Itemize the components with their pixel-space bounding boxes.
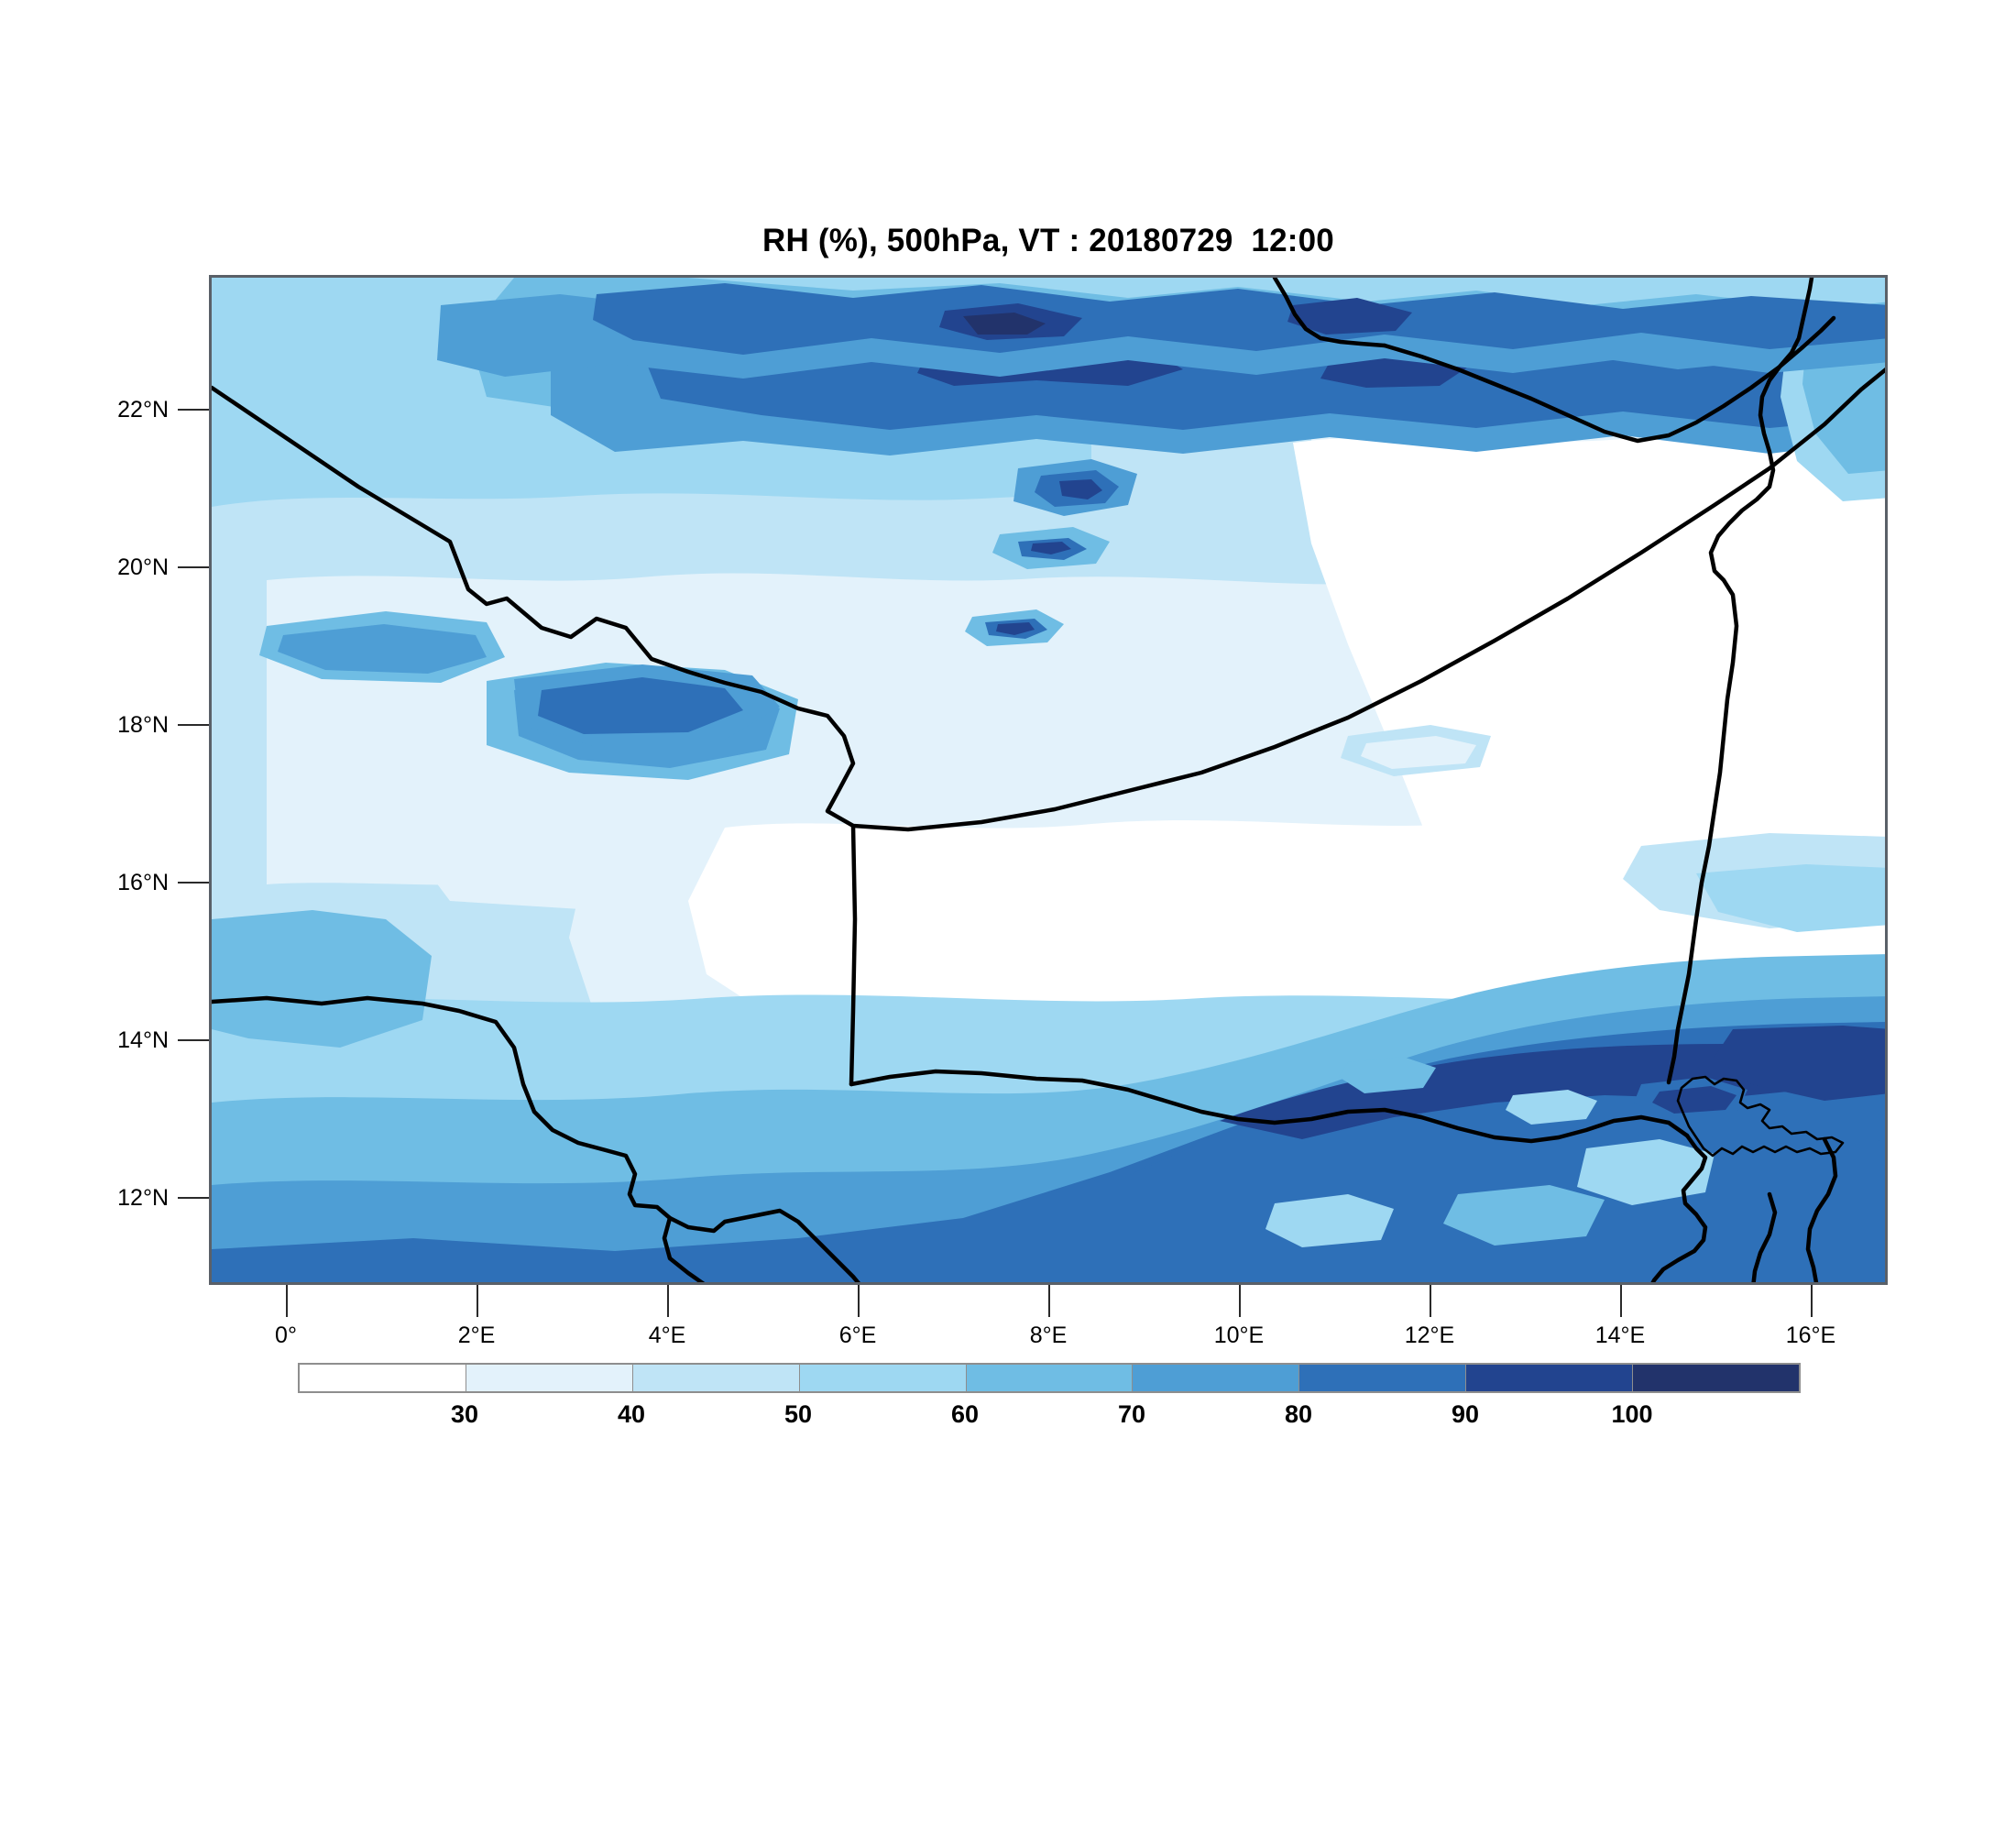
colorbar-label-100: 100 xyxy=(1611,1400,1653,1428)
ytick-label-20n: 20°N xyxy=(117,554,169,580)
colorbar-segment-30-40 xyxy=(465,1365,632,1391)
colorbar[interactable] xyxy=(298,1363,1801,1393)
colorbar-label-40: 40 xyxy=(617,1400,646,1428)
xtick-mark-0 xyxy=(286,1285,288,1317)
ytick-label-18n: 18°N xyxy=(117,712,169,738)
rh-contour-map xyxy=(212,278,1885,1282)
colorbar-segment-80-90 xyxy=(1298,1365,1466,1391)
xtick-mark-4e xyxy=(667,1285,669,1317)
page-title: RH (%), 500hPa, VT : 20180729 12:00 xyxy=(762,223,1334,258)
colorbar-segment-70-80 xyxy=(1132,1365,1299,1391)
xtick-label-4e: 4°E xyxy=(648,1323,686,1348)
ytick-label-14n: 14°N xyxy=(117,1027,169,1053)
colorbar-segment-90-100 xyxy=(1465,1365,1633,1391)
xtick-mark-8e xyxy=(1048,1285,1050,1317)
xtick-mark-10e xyxy=(1239,1285,1241,1317)
colorbar-segment-20-30 xyxy=(300,1365,466,1391)
colorbar-segment-40-50 xyxy=(631,1365,799,1391)
colorbar-label-80: 80 xyxy=(1284,1400,1313,1428)
xtick-label-14e: 14°E xyxy=(1594,1323,1646,1348)
xtick-label-2e: 2°E xyxy=(457,1323,496,1348)
xtick-mark-6e xyxy=(858,1285,860,1317)
ytick-mark-14n xyxy=(178,1039,209,1041)
colorbar-label-50: 50 xyxy=(783,1400,813,1428)
ytick-mark-12n xyxy=(178,1197,209,1199)
colorbar-label-30: 30 xyxy=(450,1400,479,1428)
ytick-label-22n: 22°N xyxy=(117,397,169,423)
xtick-mark-2e xyxy=(477,1285,478,1317)
xtick-mark-14e xyxy=(1620,1285,1622,1317)
colorbar-segment-60-70 xyxy=(965,1365,1133,1391)
xtick-mark-12e xyxy=(1430,1285,1431,1317)
map-plot-area[interactable] xyxy=(209,275,1888,1285)
ytick-mark-22n xyxy=(178,409,209,411)
ytick-mark-16n xyxy=(178,882,209,884)
xtick-label-12e: 12°E xyxy=(1404,1323,1455,1348)
colorbar-label-70: 70 xyxy=(1117,1400,1146,1428)
ytick-label-16n: 16°N xyxy=(117,870,169,895)
colorbar-segment-50-60 xyxy=(798,1365,966,1391)
xtick-mark-16e xyxy=(1811,1285,1813,1317)
xtick-label-0: 0° xyxy=(275,1323,297,1348)
ytick-mark-20n xyxy=(178,566,209,568)
ytick-label-12n: 12°N xyxy=(117,1185,169,1211)
ytick-mark-18n xyxy=(178,724,209,726)
colorbar-segment-100-plus xyxy=(1632,1365,1800,1391)
xtick-label-6e: 6°E xyxy=(838,1323,877,1348)
xtick-label-16e: 16°E xyxy=(1785,1323,1836,1348)
xtick-label-8e: 8°E xyxy=(1029,1323,1068,1348)
colorbar-label-60: 60 xyxy=(950,1400,980,1428)
colorbar-label-90: 90 xyxy=(1451,1400,1480,1428)
xtick-label-10e: 10°E xyxy=(1213,1323,1265,1348)
